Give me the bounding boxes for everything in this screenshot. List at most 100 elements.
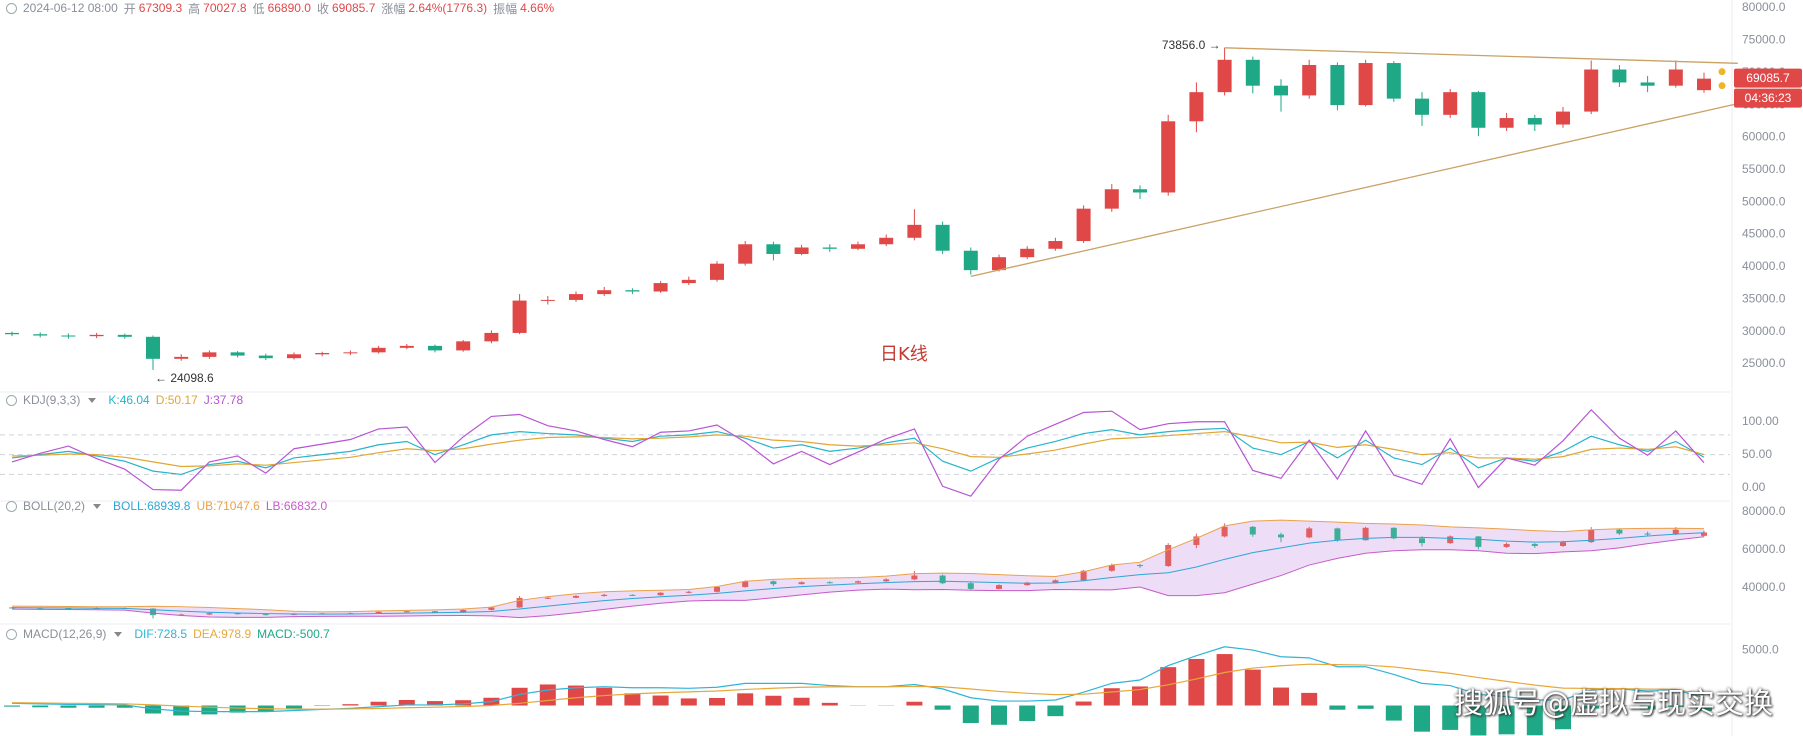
candle-body — [798, 582, 805, 585]
macd-bar — [991, 705, 1007, 725]
macd-bar — [1611, 705, 1628, 707]
quote-label: 收 — [316, 1, 329, 16]
candle-body — [855, 581, 861, 583]
y-tick-label: 80000.0 — [1742, 0, 1786, 14]
legend-entry: UB:71047.6 — [196, 499, 260, 513]
macd-bar — [1667, 705, 1684, 707]
candle-body — [1024, 582, 1031, 586]
candle-body — [540, 299, 555, 301]
quote-date: 2024-06-12 08:00 — [23, 1, 118, 15]
y-tick-label: 25000.0 — [1742, 356, 1786, 370]
candle-body — [230, 352, 245, 356]
candle-body — [1278, 534, 1284, 538]
macd-bar — [1555, 705, 1571, 730]
macd-bar — [737, 693, 754, 706]
macd-bar — [1526, 705, 1543, 736]
dropdown-caret[interactable] — [93, 503, 102, 509]
candle-body — [1560, 542, 1566, 546]
candle-body — [1527, 118, 1542, 125]
candle-body — [544, 597, 551, 599]
candle-body — [1108, 565, 1115, 571]
candle-body — [996, 585, 1002, 589]
indicator-title: BOLL(20,2) — [23, 499, 86, 513]
candle-body — [738, 244, 753, 264]
candle-body — [1302, 64, 1317, 96]
candle-body — [681, 279, 696, 284]
macd-bar — [821, 702, 838, 706]
candle-body — [1443, 92, 1458, 115]
candle-body — [597, 290, 612, 295]
macd-bar — [511, 687, 528, 706]
candle-body — [653, 283, 668, 292]
y-tick-label: 0.00 — [1742, 480, 1766, 494]
macd-bar — [1470, 705, 1487, 736]
candle-body — [432, 611, 438, 613]
y-tick-label: 45000.0 — [1742, 227, 1786, 241]
candle-body — [1556, 111, 1570, 125]
y-tick-label: 75000.0 — [1742, 33, 1786, 47]
macd-bar — [906, 701, 923, 706]
candle-body — [1499, 118, 1514, 128]
macd-bar — [229, 705, 246, 713]
macd-bar — [1442, 705, 1459, 730]
macd-bar — [116, 705, 133, 708]
macd-bar — [1639, 705, 1656, 710]
candle-body — [939, 575, 946, 584]
macd-bar — [1244, 669, 1261, 706]
candle-body — [33, 334, 48, 336]
candle-body — [822, 247, 837, 249]
legend-entry: K:46.04 — [108, 393, 150, 407]
candle-body — [851, 244, 865, 249]
candle-body — [879, 237, 894, 245]
candle-body — [65, 608, 72, 610]
candle-body — [883, 579, 890, 582]
candle-body — [710, 263, 724, 280]
candle-body — [826, 582, 833, 584]
countdown: 04:36:23 — [1745, 91, 1792, 105]
candle-body — [1415, 98, 1429, 115]
quote-label: 振幅 — [493, 1, 518, 16]
candle-body — [399, 345, 414, 348]
candle-body — [1612, 69, 1627, 83]
macd-bar — [1103, 688, 1120, 706]
candle-body — [89, 334, 104, 337]
candle-body — [1137, 565, 1143, 567]
candle-body — [1189, 92, 1204, 122]
macd-bar — [765, 695, 782, 706]
y-tick-label: 60000.0 — [1742, 130, 1786, 144]
quote-value: 69085.7 — [331, 1, 376, 15]
candle-body — [794, 247, 809, 254]
low-annotation: ← 24098.6 — [155, 371, 214, 385]
dropdown-caret[interactable] — [114, 631, 123, 637]
macd-bar — [4, 705, 20, 707]
candle-body — [1217, 59, 1232, 93]
candle-body — [1386, 63, 1401, 99]
quote-label: 低 — [252, 1, 265, 16]
legend-entry: DEA:978.9 — [193, 627, 252, 641]
icon — [6, 394, 17, 406]
candle-body — [1644, 533, 1651, 535]
indicator-line — [11, 430, 1705, 468]
icon — [6, 500, 17, 512]
candle-body — [488, 607, 495, 610]
y-tick-label: 30000.0 — [1742, 324, 1786, 338]
trendline — [970, 102, 1738, 277]
candle-body — [1274, 85, 1288, 96]
dropdown-caret[interactable] — [88, 397, 97, 403]
legend-entry: BOLL:68939.8 — [113, 499, 191, 513]
candle-body — [1471, 92, 1486, 128]
mini-candles — [9, 523, 1707, 619]
macd-bar — [1498, 705, 1515, 735]
y-tick-label: 35000.0 — [1742, 291, 1786, 305]
candle-body — [375, 611, 382, 614]
boll-line — [11, 536, 1705, 619]
y-tick-label: 55000.0 — [1742, 162, 1786, 176]
candle-body — [1080, 570, 1087, 581]
candle-body — [1020, 248, 1035, 258]
macd-bar — [398, 699, 415, 706]
candle-body — [1358, 63, 1373, 106]
macd-bar — [1132, 686, 1148, 706]
indicator-line — [11, 427, 1705, 476]
candle-body — [1475, 536, 1482, 547]
legend-entry: J:37.78 — [203, 393, 244, 407]
